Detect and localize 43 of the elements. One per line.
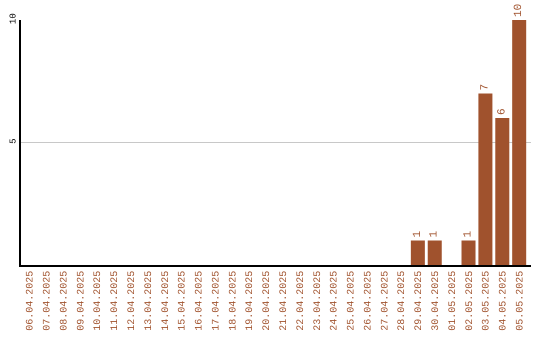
x-tick-label: 23.04.2025 [312, 270, 324, 331]
x-tick-label: 09.04.2025 [76, 270, 88, 331]
x-tick-label: 28.04.2025 [397, 270, 408, 331]
bar [478, 94, 492, 265]
bar [512, 20, 526, 265]
x-tick-label: 12.04.2025 [127, 270, 138, 331]
x-tick-label: 22.04.2025 [296, 270, 307, 331]
bar [428, 240, 442, 265]
data-label: 7 [479, 84, 492, 90]
x-tick-label: 29.04.2025 [414, 270, 426, 331]
x-tick-label: 02.05.2025 [464, 270, 476, 331]
x-tick-label: 26.04.2025 [363, 270, 374, 331]
x-tick-label: 25.04.2025 [346, 270, 358, 331]
data-label: 10 [513, 4, 526, 17]
x-tick-label: 10.04.2025 [93, 270, 104, 331]
x-tick-label: 16.04.2025 [194, 270, 206, 331]
data-label: 1 [462, 230, 475, 238]
x-tick-label: 17.04.2025 [211, 270, 222, 331]
y-tick-label: 5 [8, 138, 19, 144]
data-label: 6 [496, 108, 508, 115]
bar [410, 240, 425, 265]
x-tick-label: 06.04.2025 [26, 270, 37, 331]
bar [462, 240, 476, 265]
data-label: 1 [428, 230, 441, 238]
x-tick-label: 21.04.2025 [279, 270, 290, 331]
data-label: 1 [412, 230, 424, 238]
x-tick-label: 24.04.2025 [330, 270, 341, 331]
x-tick-label: 18.04.2025 [228, 270, 240, 331]
x-tick-label: 05.05.2025 [515, 270, 526, 331]
x-tick-label: 03.05.2025 [482, 270, 493, 331]
x-tick-label: 19.04.2025 [245, 270, 256, 331]
x-tick-label: 20.04.2025 [262, 270, 274, 331]
x-tick-label: 14.04.2025 [160, 270, 172, 331]
x-tick-label: 04.05.2025 [498, 270, 510, 331]
bar [495, 118, 510, 265]
x-tick-label: 08.04.2025 [59, 270, 70, 331]
x-tick-label: 27.04.2025 [380, 270, 392, 331]
x-tick-label: 30.04.2025 [430, 270, 442, 331]
x-tick-label: 15.04.2025 [178, 270, 189, 331]
x-tick-label: 01.05.2025 [448, 270, 459, 331]
x-tick-label: 07.04.2025 [42, 270, 54, 331]
x-tick-label: 13.04.2025 [144, 270, 155, 331]
x-tick-label: 11.04.2025 [110, 270, 122, 331]
